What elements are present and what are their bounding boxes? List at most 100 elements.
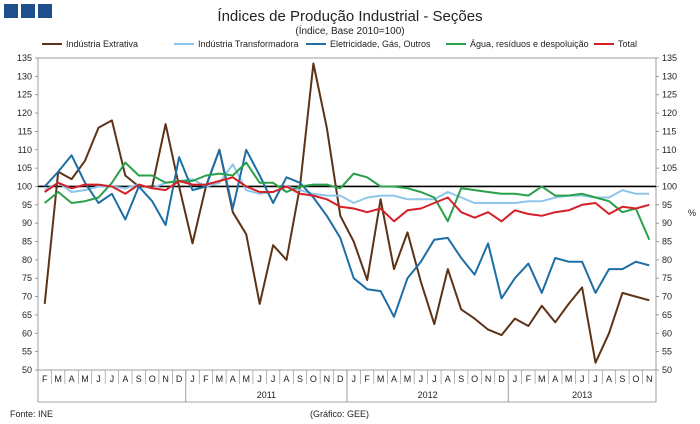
y-tick-label-left: 115 bbox=[18, 126, 32, 136]
series-line-4 bbox=[44, 161, 651, 241]
legend: Indústria Extrativa Indústria Transformad… bbox=[42, 39, 637, 49]
y-tick-label-right: 60 bbox=[662, 328, 672, 338]
x-tick-label: J bbox=[351, 374, 356, 384]
x-tick-label: A bbox=[122, 374, 128, 384]
source-note: Fonte: INE bbox=[10, 409, 54, 419]
x-tick-label: S bbox=[458, 374, 464, 384]
y-tick-label-right: 115 bbox=[662, 126, 676, 136]
y-tick-label-right: 125 bbox=[662, 90, 677, 100]
x-tick-label: J bbox=[580, 374, 585, 384]
legend-label-1: Indústria Extrativa bbox=[66, 39, 138, 49]
y-tick-label-left: 70 bbox=[22, 292, 32, 302]
x-tick-label: J bbox=[432, 374, 437, 384]
x-tick-label: A bbox=[552, 374, 558, 384]
y-axis-right-label: % bbox=[688, 208, 696, 218]
y-tick-label-left: 75 bbox=[22, 273, 32, 283]
x-tick-label: J bbox=[271, 374, 276, 384]
y-tick-label-right: 95 bbox=[662, 200, 672, 210]
y-tick-label-left: 60 bbox=[22, 328, 32, 338]
x-tick-label: A bbox=[284, 374, 290, 384]
y-tick-label-right: 110 bbox=[662, 145, 676, 155]
x-tick-label: S bbox=[297, 374, 303, 384]
legend-label-3: Eletricidade, Gás, Outros bbox=[330, 39, 431, 49]
logo-square-1 bbox=[4, 4, 18, 18]
x-tick-label: F bbox=[526, 374, 532, 384]
x-tick-label: M bbox=[404, 374, 412, 384]
x-tick-label: J bbox=[513, 374, 518, 384]
x-tick-label: J bbox=[419, 374, 424, 384]
x-tick-label: N bbox=[162, 374, 169, 384]
y-tick-label-right: 75 bbox=[662, 273, 672, 283]
y-tick-label-right: 100 bbox=[662, 181, 677, 191]
x-tick-label: J bbox=[593, 374, 598, 384]
y-tick-label-right: 90 bbox=[662, 218, 672, 228]
credit-note: (Gráfico: GEE) bbox=[310, 409, 370, 419]
x-tick-label: N bbox=[485, 374, 492, 384]
series-line-5 bbox=[44, 176, 650, 223]
x-tick-label: F bbox=[203, 374, 209, 384]
y-tick-label-right: 130 bbox=[662, 71, 677, 81]
chart-title: Índices de Produção Industrial - Seções bbox=[217, 8, 483, 25]
x-tick-label: A bbox=[391, 374, 397, 384]
x-tick-label: J bbox=[190, 374, 195, 384]
logo bbox=[4, 4, 52, 18]
series-group bbox=[43, 62, 651, 364]
y-axis-right: 50 55 60 65 70 75 80 85 90 95 100 105 110 115 120 125 13… bbox=[656, 53, 677, 375]
x-tick-label: D bbox=[498, 374, 505, 384]
x-tick-label: M bbox=[538, 374, 546, 384]
y-tick-label-left: 100 bbox=[17, 181, 32, 191]
x-tick-label: F bbox=[364, 374, 370, 384]
y-tick-label-left: 80 bbox=[22, 255, 32, 265]
y-tick-label-right: 50 bbox=[662, 365, 672, 375]
legend-label-5: Total bbox=[618, 39, 637, 49]
x-tick-label: J bbox=[96, 374, 101, 384]
y-tick-label-left: 135 bbox=[17, 53, 32, 63]
y-tick-label-left: 90 bbox=[22, 218, 32, 228]
x-tick-label: O bbox=[471, 374, 478, 384]
x-tick-label: S bbox=[619, 374, 625, 384]
legend-label-2: Indústria Transformadora bbox=[198, 39, 299, 49]
x-tick-label: O bbox=[310, 374, 317, 384]
x-tick-label: F bbox=[42, 374, 48, 384]
x-tick-label: N bbox=[324, 374, 331, 384]
x-tick-label: M bbox=[242, 374, 250, 384]
x-tick-label: M bbox=[377, 374, 385, 384]
y-tick-label-left: 105 bbox=[17, 163, 32, 173]
x-tick-label: M bbox=[216, 374, 224, 384]
y-tick-label-right: 65 bbox=[662, 310, 672, 320]
x-tick-label: O bbox=[632, 374, 639, 384]
y-tick-label-left: 95 bbox=[22, 200, 32, 210]
logo-square-3 bbox=[38, 4, 52, 18]
y-tick-label-left: 125 bbox=[17, 90, 32, 100]
y-tick-label-left: 85 bbox=[22, 237, 32, 247]
y-tick-label-left: 50 bbox=[22, 365, 32, 375]
y-tick-label-right: 70 bbox=[662, 292, 672, 302]
y-tick-label-right: 135 bbox=[662, 53, 677, 63]
x-tick-label: A bbox=[606, 374, 612, 384]
x-tick-label: M bbox=[81, 374, 89, 384]
x-tick-label: D bbox=[176, 374, 183, 384]
y-tick-label-left: 65 bbox=[22, 310, 32, 320]
series-line-1 bbox=[43, 62, 650, 364]
legend-label-4: Água, resíduos e despoluição bbox=[470, 39, 589, 49]
y-tick-label-right: 85 bbox=[662, 237, 672, 247]
y-tick-label-left: 120 bbox=[17, 108, 32, 118]
series-line-3 bbox=[43, 148, 650, 318]
x-tick-label: A bbox=[69, 374, 75, 384]
plot-area-border bbox=[37, 57, 657, 371]
x-tick-label: S bbox=[136, 374, 142, 384]
y-tick-label-left: 130 bbox=[17, 71, 32, 81]
y-tick-label-right: 55 bbox=[662, 347, 672, 357]
x-tick-label: D bbox=[337, 374, 344, 384]
year-label: 2013 bbox=[572, 390, 592, 400]
x-tick-label: N bbox=[646, 374, 653, 384]
year-label: 2012 bbox=[418, 390, 438, 400]
x-tick-label: O bbox=[149, 374, 156, 384]
x-tick-label: M bbox=[54, 374, 62, 384]
year-label: 2011 bbox=[257, 390, 276, 400]
plot-frame bbox=[37, 57, 657, 371]
y-tick-label-left: 55 bbox=[22, 347, 32, 357]
y-tick-label-right: 80 bbox=[662, 255, 672, 265]
